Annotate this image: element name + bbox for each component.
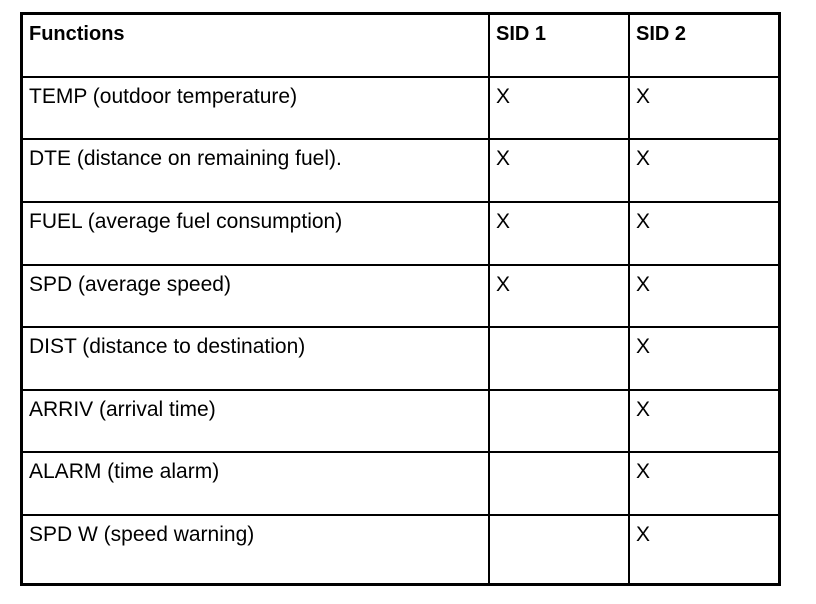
table-cell: X bbox=[630, 203, 778, 266]
table-cell: X bbox=[630, 140, 778, 203]
table-cell: X bbox=[630, 453, 778, 516]
table-cell: X bbox=[630, 328, 778, 391]
table-cell bbox=[490, 391, 630, 453]
table-cell: SPD W (speed warning) bbox=[23, 516, 490, 583]
table-cell: ARRIV (arrival time) bbox=[23, 391, 490, 453]
table-cell: X bbox=[636, 523, 651, 546]
table-cell bbox=[490, 328, 630, 391]
table-cell: FUEL (average fuel consumption) bbox=[23, 203, 490, 266]
table-cell: X bbox=[490, 266, 630, 328]
table-cell: X bbox=[630, 266, 778, 328]
table-cell: SPD (average speed) bbox=[23, 266, 490, 328]
table-cell: DIST (distance to destination) bbox=[23, 328, 490, 391]
table-cell bbox=[490, 516, 630, 583]
table-cell: DTE (distance on remaining fuel). bbox=[23, 140, 490, 203]
table-cell: X bbox=[490, 203, 630, 266]
table-cell: X bbox=[630, 391, 778, 453]
table-cell: X bbox=[490, 140, 630, 203]
table-cell bbox=[490, 453, 630, 516]
header-cell: Functions bbox=[23, 15, 490, 78]
header-cell: SID 2 bbox=[630, 15, 778, 78]
table-cell: TEMP (outdoor temperature) bbox=[23, 78, 490, 140]
table-cell: X bbox=[630, 78, 778, 140]
header-cell: SID 1 bbox=[490, 15, 630, 78]
table-cell: ALARM (time alarm) bbox=[23, 453, 490, 516]
functions-table: Functions SID 1 SID 2 TEMP (outdoor tempera… bbox=[20, 12, 781, 586]
table-cell: X bbox=[490, 78, 630, 140]
